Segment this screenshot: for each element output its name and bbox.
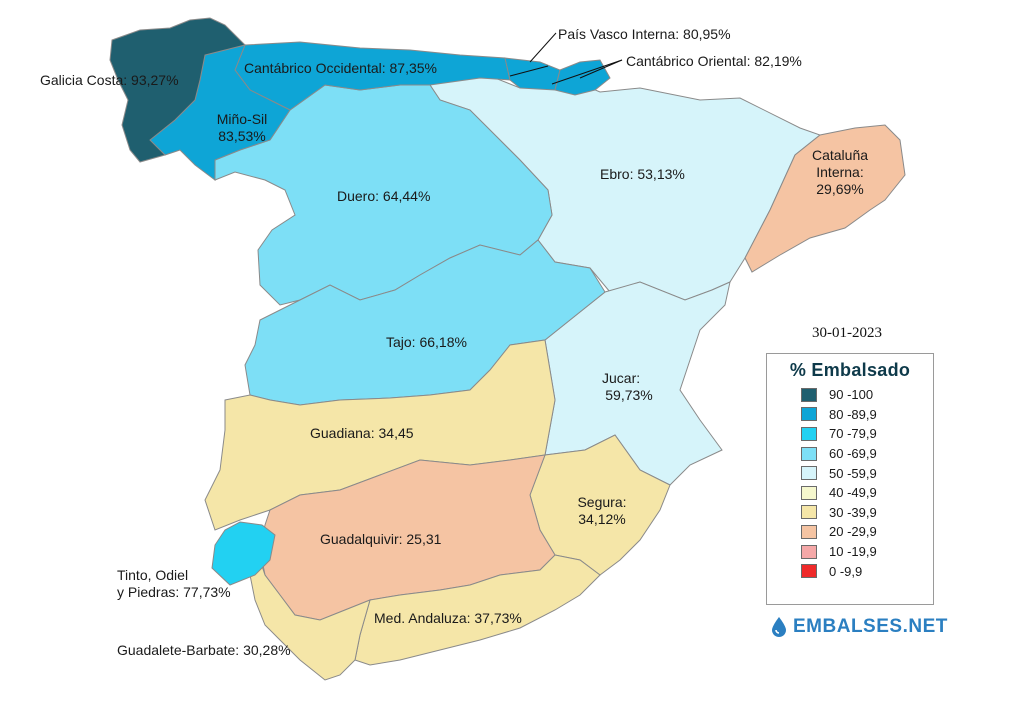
legend-item-label: 40 -49,9 xyxy=(829,485,877,501)
map-date: 30-01-2023 xyxy=(812,325,882,341)
label-med-andaluza: Med. Andaluza: 37,73% xyxy=(374,610,522,626)
legend-item: 20 -29,9 xyxy=(801,522,933,542)
legend-swatch xyxy=(801,466,817,481)
label-segura-line2: 34,12% xyxy=(578,511,626,527)
label-mino: Miño-Sil 83,53% xyxy=(210,111,274,145)
label-guadalquivir: Guadalquivir: 25,31 xyxy=(320,531,442,547)
label-tajo: Tajo: 66,18% xyxy=(386,334,467,350)
legend-swatch xyxy=(801,485,817,500)
basin-guadalete[interactable] xyxy=(249,558,371,681)
legend-swatch xyxy=(801,544,817,559)
legend-title: % Embalsado xyxy=(789,360,911,380)
legend-swatch xyxy=(801,505,817,520)
legend-item: 50 -59,9 xyxy=(801,463,933,483)
leader-line-pais-vasco-2 xyxy=(509,65,549,77)
legend-rows: 90 -100 80 -89,9 70 -79,9 60 -69,9 50 -59,9 4… xyxy=(767,385,933,581)
legend-item-label: 90 -100 xyxy=(829,387,874,403)
label-ebro: Ebro: 53,13% xyxy=(600,166,685,182)
brand-logo[interactable]: EMBALSES.NET xyxy=(770,616,948,638)
legend-item-label: 50 -59,9 xyxy=(829,465,877,481)
label-jucar-line1: Jucar: xyxy=(602,370,641,386)
leader-line-cantabrico-ori xyxy=(551,59,623,85)
label-tinto: Tinto, Odiel y Piedras: 77,73% xyxy=(117,567,231,601)
label-cataluna-line1: Cataluña xyxy=(811,147,869,163)
legend-item: 70 -79,9 xyxy=(801,424,933,444)
brand-name: EMBALSES.NET xyxy=(793,616,948,637)
label-jucar: Jucar: 59,73% xyxy=(596,370,662,404)
label-cantabrico-ori: Cantábrico Oriental: 82,19% xyxy=(626,53,802,69)
legend: % Embalsado 90 -100 80 -89,9 70 -79,9 60 -6… xyxy=(766,353,934,605)
legend-item: 0 -9,9 xyxy=(801,561,933,581)
water-drop-icon xyxy=(772,617,786,637)
basin-cantabrico-ori[interactable] xyxy=(554,59,611,96)
legend-item-label: 80 -89,9 xyxy=(829,406,877,422)
legend-item: 10 -19,9 xyxy=(801,542,933,562)
label-mino-line1: Miño-Sil xyxy=(216,111,268,127)
legend-swatch xyxy=(801,524,817,539)
legend-item: 90 -100 xyxy=(801,385,933,405)
legend-swatch xyxy=(801,446,817,461)
basin-med-andaluza[interactable] xyxy=(354,554,601,666)
legend-swatch xyxy=(801,407,817,422)
label-galicia: Galicia Costa: 93,27% xyxy=(40,72,179,88)
legend-item-label: 70 -79,9 xyxy=(829,426,877,442)
legend-item: 80 -89,9 xyxy=(801,405,933,425)
label-cantabrico-occ: Cantábrico Occidental: 87,35% xyxy=(244,60,437,76)
legend-item-label: 60 -69,9 xyxy=(829,446,877,462)
label-segura-line1: Segura: xyxy=(577,494,627,510)
legend-item: 40 -49,9 xyxy=(801,483,933,503)
label-cataluna-line2: Interna: xyxy=(816,164,864,180)
label-tinto-line2: y Piedras: 77,73% xyxy=(117,584,231,600)
label-guadalete: Guadalete-Barbate: 30,28% xyxy=(117,642,291,658)
legend-item: 60 -69,9 xyxy=(801,444,933,464)
legend-item-label: 20 -29,9 xyxy=(829,524,877,540)
legend-item: 30 -39,9 xyxy=(801,503,933,523)
legend-item-label: 0 -9,9 xyxy=(829,563,863,579)
legend-swatch xyxy=(801,387,817,402)
label-jucar-line2: 59,73% xyxy=(605,387,653,403)
basin-tinto[interactable] xyxy=(211,521,276,586)
label-segura: Segura: 34,12% xyxy=(570,494,634,528)
legend-swatch xyxy=(801,426,817,441)
basin-galicia[interactable] xyxy=(109,17,246,163)
label-mino-line2: 83,53% xyxy=(218,128,266,144)
legend-item-label: 10 -19,9 xyxy=(829,544,877,560)
basin-cataluna[interactable] xyxy=(744,124,906,273)
label-tinto-line1: Tinto, Odiel xyxy=(117,567,189,583)
label-duero: Duero: 64,44% xyxy=(337,188,431,204)
leader-line-pais-vasco xyxy=(529,32,557,63)
label-cataluna-line3: 29,69% xyxy=(816,181,864,197)
leader-line-cantabrico-ori-2 xyxy=(579,59,623,79)
legend-swatch xyxy=(801,564,817,579)
legend-item-label: 30 -39,9 xyxy=(829,504,877,520)
label-guadiana: Guadiana: 34,45 xyxy=(310,425,414,441)
label-cataluna: Cataluña Interna: 29,69% xyxy=(800,147,880,198)
label-pais-vasco: País Vasco Interna: 80,95% xyxy=(558,26,731,42)
